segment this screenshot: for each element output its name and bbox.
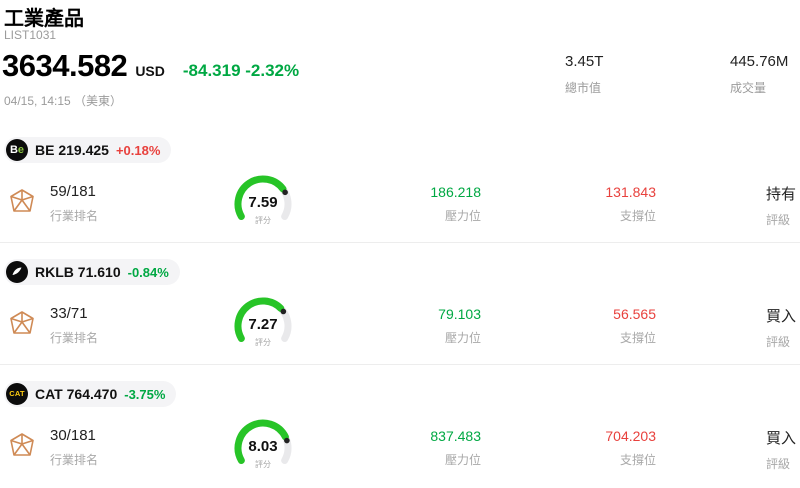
index-change: -84.319 -2.32% [182, 61, 300, 80]
page-title: 工業產品 [4, 8, 84, 30]
volume-label: 成交量 [730, 81, 767, 95]
industry-rank-label: 行業排名 [50, 331, 99, 345]
stock-change: +0.18% [115, 142, 161, 158]
support-cell: 704.203 支撐位 [543, 428, 656, 468]
stock-symbol-price: BE 219.425 [35, 142, 109, 158]
stock-row-cat[interactable]: CAT CAT 764.470 -3.75% 30/181 行業排名 8.03 … [0, 381, 800, 488]
rating-cell: 持有 評級 [766, 183, 800, 228]
support-label: 支撐位 [619, 331, 656, 345]
support-label: 支撐位 [619, 209, 656, 223]
score-gauge: 7.27 評分 [221, 296, 305, 350]
index-price-row: 3634.582 USD -84.319 -2.32% [2, 48, 299, 84]
rating-label: 評級 [766, 213, 791, 227]
resistance-label: 壓力位 [444, 331, 481, 345]
score-value: 7.59 [248, 194, 278, 211]
resistance-cell: 79.103 壓力位 [368, 306, 481, 346]
industry-rank: 33/71 行業排名 [50, 305, 98, 346]
stock-symbol-price: RKLB 71.610 [35, 264, 121, 280]
rating-cell: 買入 評級 [766, 427, 800, 472]
industry-rank: 59/181 行業排名 [50, 183, 98, 224]
rating-cell: 買入 評級 [766, 305, 800, 350]
stock-change: -0.84% [127, 264, 169, 280]
stock-chip-be[interactable]: Be BE 219.425 +0.18% [4, 137, 172, 163]
list-id: LIST1031 [4, 28, 57, 42]
support-cell: 131.843 支撐位 [543, 184, 656, 224]
industry-rank: 30/181 行業排名 [50, 427, 98, 468]
resistance-label: 壓力位 [444, 209, 481, 223]
support-label: 支撐位 [619, 453, 656, 467]
rating-label: 評級 [766, 457, 791, 471]
score-label: 評分 [255, 460, 271, 469]
market-cap-label: 總市值 [565, 81, 602, 95]
industry-rank-label: 行業排名 [50, 453, 99, 467]
section-divider [0, 242, 800, 243]
market-cap-value: 3.45T [565, 53, 604, 70]
stock-row-be[interactable]: Be BE 219.425 +0.18% 59/181 行業排名 7.59 評分… [0, 137, 800, 259]
rating-label: 評級 [766, 335, 791, 349]
currency-label: USD [135, 63, 165, 79]
rating-value: 買入 [766, 308, 797, 325]
support-value: 56.565 [613, 306, 656, 322]
resistance-cell: 186.218 壓力位 [368, 184, 481, 224]
industry-box-icon [8, 309, 36, 337]
section-divider [0, 364, 800, 365]
stock-chip-rklb[interactable]: RKLB 71.610 -0.84% [4, 259, 180, 285]
quote-timestamp: 04/15, 14:15 （美東） [4, 94, 123, 108]
stock-row-rklb[interactable]: RKLB 71.610 -0.84% 33/71 行業排名 7.27 評分 79… [0, 259, 800, 381]
industry-box-icon [8, 187, 36, 215]
stock-chip-cat[interactable]: CAT CAT 764.470 -3.75% [4, 381, 177, 407]
rating-value: 持有 [766, 186, 797, 203]
resistance-value: 79.103 [438, 306, 481, 322]
resistance-label: 壓力位 [444, 453, 481, 467]
stock-price: 219.425 [58, 142, 109, 158]
resistance-value: 837.483 [430, 428, 481, 444]
score-value: 7.27 [248, 316, 278, 333]
industry-rank-value: 30/181 [50, 427, 96, 444]
rating-value: 買入 [766, 430, 797, 447]
index-price: 3634.582 [2, 48, 128, 83]
be-logo-text: Be [9, 144, 25, 156]
stock-symbol: BE [35, 142, 55, 158]
industry-box-icon [8, 431, 36, 459]
stock-symbol: CAT [35, 386, 63, 402]
support-value: 131.843 [605, 184, 656, 200]
stock-price: 764.470 [66, 386, 118, 402]
stock-price: 71.610 [77, 264, 121, 280]
stock-detail-row: 33/71 行業排名 7.27 評分 79.103 壓力位 56.565 支撐位… [0, 297, 800, 359]
industry-rank-value: 33/71 [50, 305, 88, 322]
industry-rank-value: 59/181 [50, 183, 96, 200]
score-value: 8.03 [248, 438, 278, 455]
rklb-logo [6, 261, 28, 283]
score-label: 評分 [255, 338, 271, 347]
stock-change: -3.75% [124, 386, 166, 402]
stat-market-cap: 3.45T 總市值 [565, 53, 705, 96]
cat-logo: CAT [6, 383, 28, 405]
score-label: 評分 [255, 216, 271, 225]
stock-detail-row: 30/181 行業排名 8.03 評分 837.483 壓力位 704.203 … [0, 419, 800, 481]
stock-symbol: RKLB [35, 264, 74, 280]
score-gauge: 8.03 評分 [221, 418, 305, 472]
support-cell: 56.565 支撐位 [543, 306, 656, 346]
industry-rank-label: 行業排名 [50, 209, 99, 223]
rklb-logo-icon [6, 261, 28, 283]
support-value: 704.203 [605, 428, 656, 444]
cat-logo-text: CAT [9, 389, 25, 398]
stat-volume: 445.76M 成交量 [730, 53, 800, 96]
stock-detail-row: 59/181 行業排名 7.59 評分 186.218 壓力位 131.843 … [0, 175, 800, 237]
be-logo: Be [6, 139, 28, 161]
score-gauge: 7.59 評分 [221, 174, 305, 228]
resistance-value: 186.218 [430, 184, 481, 200]
volume-value: 445.76M [730, 53, 789, 70]
stock-symbol-price: CAT 764.470 [35, 386, 117, 402]
resistance-cell: 837.483 壓力位 [368, 428, 481, 468]
